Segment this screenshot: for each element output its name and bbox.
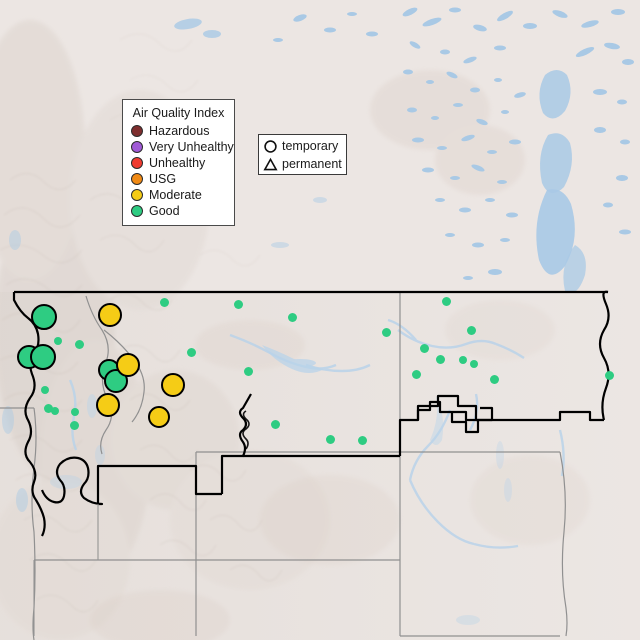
legend-swatch-icon xyxy=(131,173,143,185)
monitor-marker[interactable] xyxy=(116,353,140,377)
legend-title: Air Quality Index xyxy=(132,106,225,120)
legend-swatch-icon xyxy=(131,125,143,137)
monitor-marker[interactable] xyxy=(381,327,391,337)
monitor-marker[interactable] xyxy=(31,304,57,330)
monitor-marker[interactable] xyxy=(470,360,478,368)
monitor-marker[interactable] xyxy=(74,339,84,349)
monitor-marker[interactable] xyxy=(186,347,196,357)
monitor-marker[interactable] xyxy=(54,337,62,345)
lower-state-borders xyxy=(33,504,99,636)
legend-swatch-icon xyxy=(131,205,143,217)
monitor-marker[interactable] xyxy=(69,420,79,430)
legend-item-unhealthy[interactable]: Unhealthy xyxy=(131,155,226,171)
monitor-marker[interactable] xyxy=(43,403,53,413)
monitor-marker[interactable] xyxy=(161,373,185,397)
legend-item-label: Moderate xyxy=(149,187,202,202)
monitor-marker[interactable] xyxy=(96,393,120,417)
monitor-marker[interactable] xyxy=(41,386,49,394)
legend-site-type: temporary permanent xyxy=(258,134,347,175)
legend-item-label: Unhealthy xyxy=(149,155,206,170)
legend-item-label: Very Unhealthy xyxy=(149,139,234,154)
monitor-marker[interactable] xyxy=(325,434,335,444)
monitor-marker[interactable] xyxy=(466,325,476,335)
monitor-marker[interactable] xyxy=(411,369,421,379)
monitor-marker[interactable] xyxy=(604,370,614,380)
monitor-marker[interactable] xyxy=(435,354,445,364)
monitor-marker[interactable] xyxy=(419,343,429,353)
monitor-marker[interactable] xyxy=(287,312,297,322)
monitor-marker[interactable] xyxy=(243,366,253,376)
legend-item-label: Hazardous xyxy=(149,123,210,138)
river-detail xyxy=(242,410,250,450)
circle-outline-icon xyxy=(264,139,277,153)
monitor-marker[interactable] xyxy=(71,408,79,416)
legend-item-hazardous[interactable]: Hazardous xyxy=(131,123,226,139)
monitor-marker[interactable] xyxy=(489,374,499,384)
monitor-marker[interactable] xyxy=(459,356,467,364)
monitor-marker[interactable] xyxy=(357,435,367,445)
legend-swatch-icon xyxy=(131,189,143,201)
legend-site-type-label-temporary: temporary xyxy=(282,139,339,153)
legend-swatch-icon xyxy=(131,141,143,153)
monitor-marker[interactable] xyxy=(51,407,59,415)
legend-item-label: USG xyxy=(149,171,177,186)
legend-swatch-icon xyxy=(131,157,143,169)
terrain-blotches xyxy=(90,70,590,640)
legend-item-good[interactable]: Good xyxy=(131,203,226,219)
highlight-region-outline xyxy=(12,290,610,537)
water-lakes-north xyxy=(2,7,634,512)
monitor-marker[interactable] xyxy=(159,297,169,307)
legend-item-very-unhealthy[interactable]: Very Unhealthy xyxy=(131,139,234,155)
monitor-marker[interactable] xyxy=(233,299,243,309)
legend-air-quality-index: Air Quality Index Hazardous Very Unhealth… xyxy=(122,99,235,226)
monitor-marker[interactable] xyxy=(30,344,56,370)
legend-rows: Hazardous Very Unhealthy Unhealthy USG Moder… xyxy=(131,123,234,219)
legend-site-type-label-permanent: permanent xyxy=(282,157,342,171)
legend-item-label: Good xyxy=(149,203,180,218)
monitor-marker[interactable] xyxy=(98,303,122,327)
legend-item-moderate[interactable]: Moderate xyxy=(131,187,226,203)
legend-item-usg[interactable]: USG xyxy=(131,171,226,187)
monitor-marker[interactable] xyxy=(270,419,280,429)
monitor-marker[interactable] xyxy=(148,406,170,428)
monitor-marker[interactable] xyxy=(441,296,451,306)
legend-site-type-row-temporary: temporary xyxy=(263,137,342,155)
legend-site-type-row-permanent: permanent xyxy=(263,155,342,173)
triangle-outline-icon xyxy=(263,157,278,170)
